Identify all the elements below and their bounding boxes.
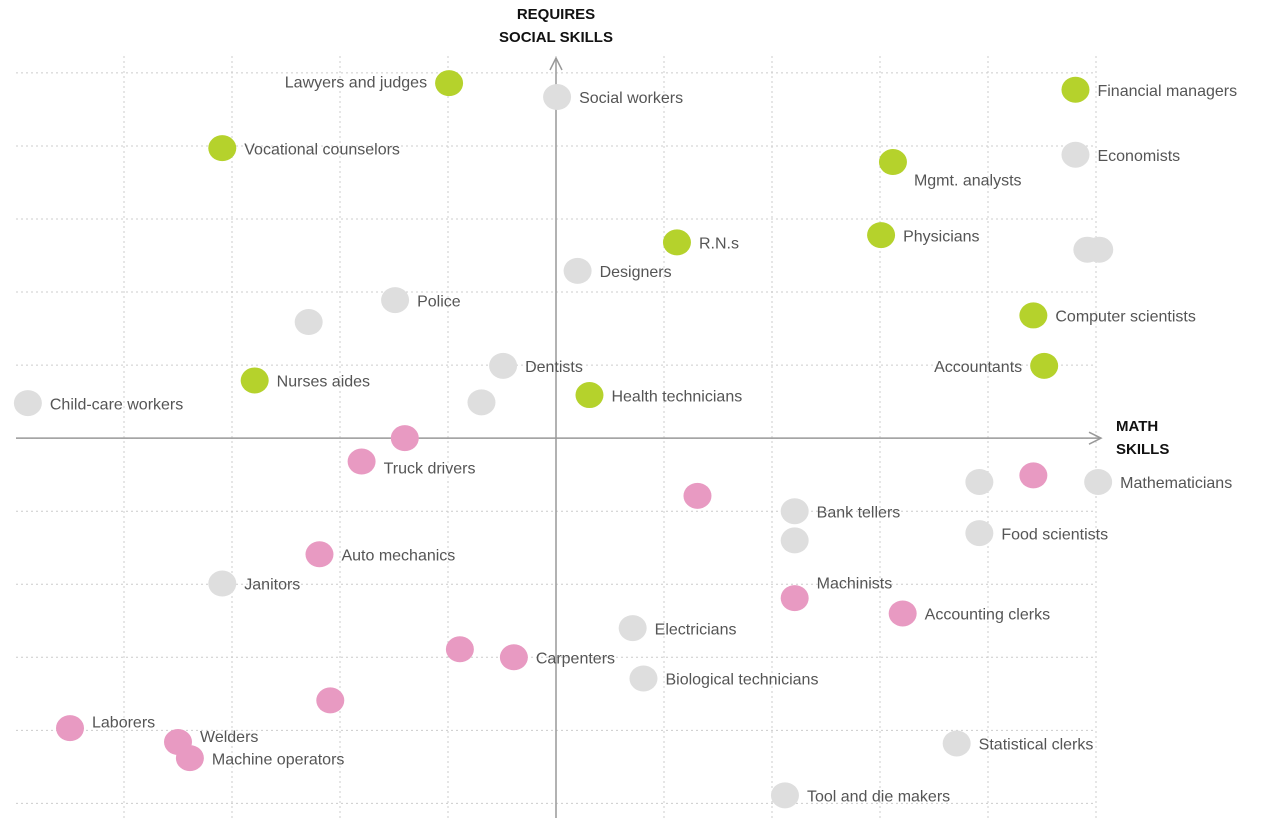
point-label: Accountants — [934, 359, 1022, 376]
point — [445, 636, 474, 663]
point-label: Statistical clerks — [979, 737, 1094, 754]
point-label: R.N.s — [699, 236, 739, 253]
point — [942, 730, 971, 757]
point — [435, 70, 464, 97]
point — [499, 644, 528, 671]
point — [1061, 76, 1090, 103]
point — [563, 257, 592, 284]
point — [780, 585, 809, 612]
point — [1084, 468, 1113, 495]
point — [1030, 352, 1059, 379]
point — [770, 782, 799, 809]
point — [618, 615, 647, 642]
point — [662, 229, 691, 256]
point-label: Food scientists — [1001, 526, 1108, 543]
point — [965, 468, 994, 495]
point — [294, 309, 323, 336]
point-label: Biological technicians — [665, 672, 818, 689]
y-axis-arrow — [549, 56, 563, 71]
point — [878, 149, 907, 176]
point-label: Mathematicians — [1120, 475, 1232, 492]
point-label: Truck drivers — [384, 461, 476, 478]
point — [305, 541, 334, 568]
point-label: Electricians — [655, 621, 737, 638]
point — [316, 687, 345, 714]
point-label: Bank tellers — [817, 504, 901, 521]
point — [390, 425, 419, 452]
point-label: Social workers — [579, 90, 683, 107]
point — [965, 520, 994, 547]
point-label: Dentists — [525, 359, 583, 376]
point-label: Auto mechanics — [341, 548, 455, 565]
point — [629, 665, 658, 692]
point-label: Welders — [200, 729, 258, 746]
point — [780, 498, 809, 525]
x-axis-arrow — [1088, 431, 1103, 445]
point-label: Carpenters — [536, 651, 615, 668]
point — [381, 287, 410, 314]
point-label: Economists — [1097, 148, 1180, 165]
point — [780, 527, 809, 554]
point-label: Mgmt. analysts — [914, 172, 1022, 189]
point — [867, 222, 896, 249]
y-axis-label: SOCIAL SKILLS — [499, 29, 613, 46]
point — [208, 135, 237, 162]
y-axis-label: REQUIRES — [517, 6, 595, 23]
point — [543, 84, 572, 111]
x-axis-label: MATH — [1116, 418, 1158, 435]
point — [683, 482, 712, 509]
point — [489, 352, 518, 379]
point-label: Janitors — [244, 577, 300, 594]
point — [13, 390, 42, 417]
x-axis-label: SKILLS — [1116, 441, 1169, 458]
point — [175, 745, 204, 772]
point-label: Machinists — [817, 575, 893, 592]
point — [1019, 462, 1048, 489]
point — [347, 448, 376, 475]
point — [888, 600, 917, 627]
point-label: Physicians — [903, 228, 979, 245]
point — [1085, 236, 1114, 263]
point-label: Child-care workers — [50, 396, 183, 413]
point-label: Machine operators — [212, 751, 345, 768]
point — [56, 715, 84, 742]
point-label: Lawyers and judges — [285, 74, 427, 91]
point-label: Health technicians — [611, 388, 742, 405]
point-label: Designers — [600, 264, 672, 281]
point — [467, 389, 496, 416]
point-label: Tool and die makers — [807, 789, 950, 806]
point-label: Computer scientists — [1055, 309, 1196, 326]
point — [1019, 302, 1048, 329]
point-label: Vocational counselors — [244, 141, 400, 158]
point-label: Accounting clerks — [925, 607, 1050, 624]
point-label: Nurses aides — [277, 374, 370, 391]
point — [240, 367, 269, 394]
point — [208, 570, 237, 597]
point — [1061, 141, 1090, 168]
point-label: Laborers — [92, 714, 155, 731]
point — [575, 382, 604, 409]
point-label: Police — [417, 293, 461, 310]
point-label: Financial managers — [1097, 83, 1237, 100]
